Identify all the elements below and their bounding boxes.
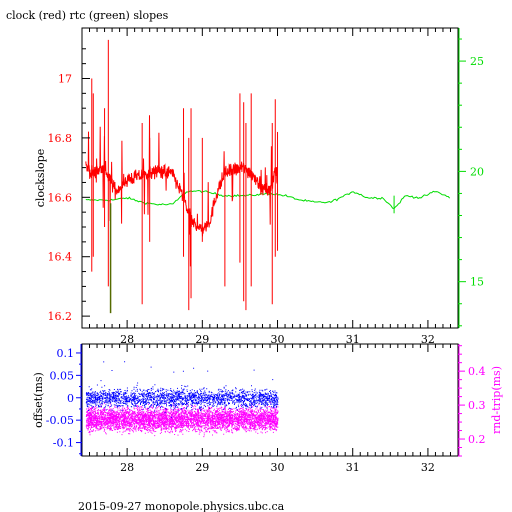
top-plot-frame xyxy=(81,27,459,329)
bottom-y2-tick-label: 0.4 xyxy=(468,365,486,378)
bottom-y-tick-label: -0.1 xyxy=(53,437,74,450)
bottom-y-tick-label: 0 xyxy=(67,392,74,405)
top-x-tick-label: 30 xyxy=(271,333,285,346)
top-x-tick-label: 28 xyxy=(120,333,134,346)
bottom-plot-frame xyxy=(81,343,459,457)
bottom-x-tick-label: 29 xyxy=(195,461,209,474)
top-y-tick-label: 16.4 xyxy=(48,251,73,264)
top-y2-tick-label: 15 xyxy=(470,276,484,289)
top-y-tick-label: 16.8 xyxy=(48,132,73,145)
bottom-y2-axis-label: rnd-trip(ms) xyxy=(490,366,503,434)
clock-series-line xyxy=(85,115,278,267)
footer-text: 2015-09-27 monopole.physics.ubc.ca xyxy=(78,500,285,512)
bottom-x-tick-label: 28 xyxy=(120,461,134,474)
top-x-tick-label: 31 xyxy=(346,333,360,346)
bottom-x-tick-label: 31 xyxy=(346,461,360,474)
bottom-x-tick-label: 30 xyxy=(271,461,285,474)
top-chart: 28 29 30 31 32 16.2 16.4 16.6 16.8 17 15 20 25 clock… xyxy=(34,27,484,346)
top-y2-tick-label: 25 xyxy=(470,55,484,68)
chart-title: clock (red) rtc (green) slopes xyxy=(6,9,169,22)
top-y2-tick-label: 20 xyxy=(470,165,484,178)
top-x-tick-label: 29 xyxy=(195,333,209,346)
bottom-y-tick-label: 0.1 xyxy=(57,347,75,360)
bottom-chart: 28 29 30 31 32 -0.1 -0.05 0 0.05 0.1 0.2 0.3 0.4 off… xyxy=(32,343,503,474)
top-y-tick-label: 17 xyxy=(58,72,72,85)
bottom-y-axis-label: offset(ms) xyxy=(32,372,45,428)
top-x-tick-label: 32 xyxy=(421,333,435,346)
bottom-x-tick-label: 32 xyxy=(421,461,435,474)
top-y-tick-label: 16.2 xyxy=(48,310,73,323)
bottom-y2-tick-label: 0.3 xyxy=(468,399,486,412)
bottom-y2-tick-label: 0.2 xyxy=(468,433,486,446)
top-y-tick-label: 16.6 xyxy=(48,191,73,204)
top-y-axis-label: clockslope xyxy=(34,149,47,207)
rndtrip-scatter-points xyxy=(85,402,279,438)
bottom-y-tick-label: 0.05 xyxy=(50,369,75,382)
offset-scatter-points xyxy=(85,361,279,418)
bottom-y-tick-label: -0.05 xyxy=(46,414,74,427)
